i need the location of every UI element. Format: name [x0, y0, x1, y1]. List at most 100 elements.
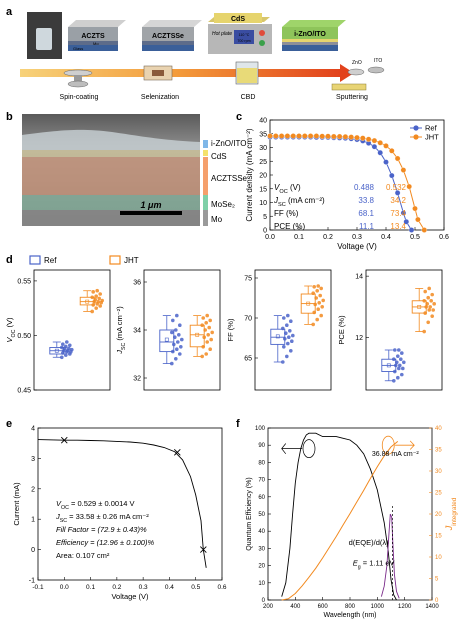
y-tick-label: 65 — [244, 356, 252, 363]
layer-swatch — [203, 210, 208, 226]
x-tick-label: 0.0 — [265, 234, 275, 241]
data-point-ref — [398, 363, 402, 368]
eqe-curve — [281, 432, 397, 601]
data-point-jht — [313, 302, 318, 307]
glass-label: Glass — [73, 46, 83, 51]
layer-legend: i-ZnO/ITO CdS ACZTSSe MoSe₂ Mo — [203, 139, 248, 226]
data-point-jht — [423, 311, 428, 315]
data-point-jht — [312, 285, 317, 289]
data-point-ref — [286, 313, 290, 318]
jv-chart: 0.0 0.1 0.2 0.3 0.4 0.5 0.6 0 5 10 15 20 25 30 35 40 Vol… — [245, 118, 449, 252]
legend-marker — [413, 134, 419, 140]
process-arrow-head — [340, 64, 354, 82]
layer-label: Mo — [211, 215, 223, 224]
box-mean — [306, 301, 311, 306]
data-point-ref — [377, 149, 383, 156]
y-tick-label: 75 — [244, 276, 252, 283]
data-point-jht — [97, 296, 101, 301]
table-row-label: VOC (V) — [274, 183, 301, 195]
series-line-jht — [270, 135, 425, 231]
y-axis-label: VOC (V) — [5, 317, 17, 342]
data-point-jht — [98, 292, 102, 296]
data-point-jht — [91, 290, 95, 294]
data-point-jht — [427, 308, 432, 312]
subplot-frame — [33, 269, 111, 391]
data-point-ref — [60, 355, 64, 360]
step-cbd: CBD — [241, 94, 256, 101]
data-point-jht — [342, 134, 349, 140]
data-point-ref — [281, 326, 285, 331]
y-tick-label: 36 — [133, 280, 141, 287]
data-point-jht — [406, 183, 412, 190]
y2-tick-label: 30 — [435, 469, 442, 475]
knob-icon — [259, 40, 265, 46]
step-spin-coating: Spin-coating — [60, 94, 99, 101]
x-tick-label: 0.4 — [381, 234, 391, 241]
data-point-ref — [400, 210, 407, 216]
data-point-jht — [207, 325, 211, 330]
x-marker — [60, 436, 68, 444]
x-tick-label: 400 — [290, 604, 301, 610]
data-point-jht — [315, 289, 320, 293]
sputter-targets-icon: ZnO ITO — [331, 58, 385, 91]
legend-jht-label: JHT — [124, 256, 139, 265]
data-point-jht — [202, 335, 206, 340]
hot-plate-temp: 110 °C — [239, 33, 250, 37]
annotation-text: Fill Factor = (72.9 ± 0.43)% — [56, 525, 147, 534]
data-point-ref — [170, 330, 174, 335]
layer-label-izno-ito: i-ZnO/ITO — [294, 31, 326, 38]
y-tick-label: 0 — [263, 228, 267, 235]
box-charts: 0.45 0.50 0.55 VOC (V) 32 34 36 JSC (mA cm⁻²) 65… — [5, 269, 443, 395]
x-tick-label: 0.3 — [352, 234, 362, 241]
data-point-jht — [98, 304, 102, 308]
y-tick-label: -1 — [29, 578, 35, 585]
data-point-jht — [313, 133, 320, 139]
legend-marker — [413, 125, 419, 131]
data-point-jht — [319, 313, 324, 318]
data-point-ref — [393, 369, 397, 374]
x-tick-label: 0.2 — [323, 234, 333, 241]
x-tick-label: 0.3 — [139, 584, 148, 591]
data-point-ref — [171, 318, 175, 323]
data-point-ref — [287, 335, 291, 340]
data-point-jht — [278, 133, 285, 139]
data-point-ref — [282, 316, 286, 320]
data-point-jht — [360, 135, 366, 141]
y-tick-label: 2 — [31, 486, 35, 493]
y-tick-label: 1 — [31, 517, 35, 524]
data-point-jht — [302, 133, 308, 139]
hot-plate-rpm: 700 rpm — [237, 39, 250, 43]
data-point-jht — [430, 314, 435, 318]
data-point-ref — [383, 159, 389, 165]
y-tick-label: 40 — [258, 529, 265, 535]
y-tick-label: 35 — [259, 131, 267, 138]
data-point-jht — [321, 298, 326, 303]
data-point-ref — [288, 329, 292, 333]
data-point-jht — [200, 354, 204, 359]
data-point-jht — [431, 308, 436, 312]
iv-chart: -0.1 0.0 0.1 0.2 0.3 0.4 0.5 0.6 -1 0 1 2 3 4 Voltage … — [12, 426, 227, 602]
data-point-jht — [377, 140, 383, 146]
x-tick-label: 0.0 — [60, 584, 69, 591]
table-value-ref: 11.1 — [359, 222, 375, 231]
data-point-jht — [208, 318, 212, 323]
data-point-ref — [67, 346, 71, 351]
data-point-jht — [94, 294, 98, 298]
layer-label: ACZTSSe — [211, 174, 248, 183]
data-point-jht — [204, 321, 208, 325]
y-tick-label: 34 — [133, 328, 141, 335]
y2-tick-label: 25 — [435, 491, 442, 497]
data-point-jht — [365, 136, 372, 142]
data-point-jht — [430, 292, 435, 297]
data-point-ref — [281, 360, 285, 364]
sem-image: 1 μm — [22, 114, 200, 226]
y-axis-label: Quantum Efficiency (%) — [246, 477, 253, 550]
y-tick-label: 0.55 — [17, 278, 31, 285]
y-tick-label: 70 — [244, 316, 252, 323]
derivative-annotation: d(EQE)/d(λ) — [349, 538, 390, 547]
x-tick-label: 0.6 — [439, 234, 449, 241]
spin-coater-icon — [63, 69, 93, 88]
table-value-jht: 73.4 — [390, 209, 406, 218]
sample-aczts: ACZTS Glass Mo — [68, 20, 126, 51]
data-point-ref — [290, 339, 294, 344]
